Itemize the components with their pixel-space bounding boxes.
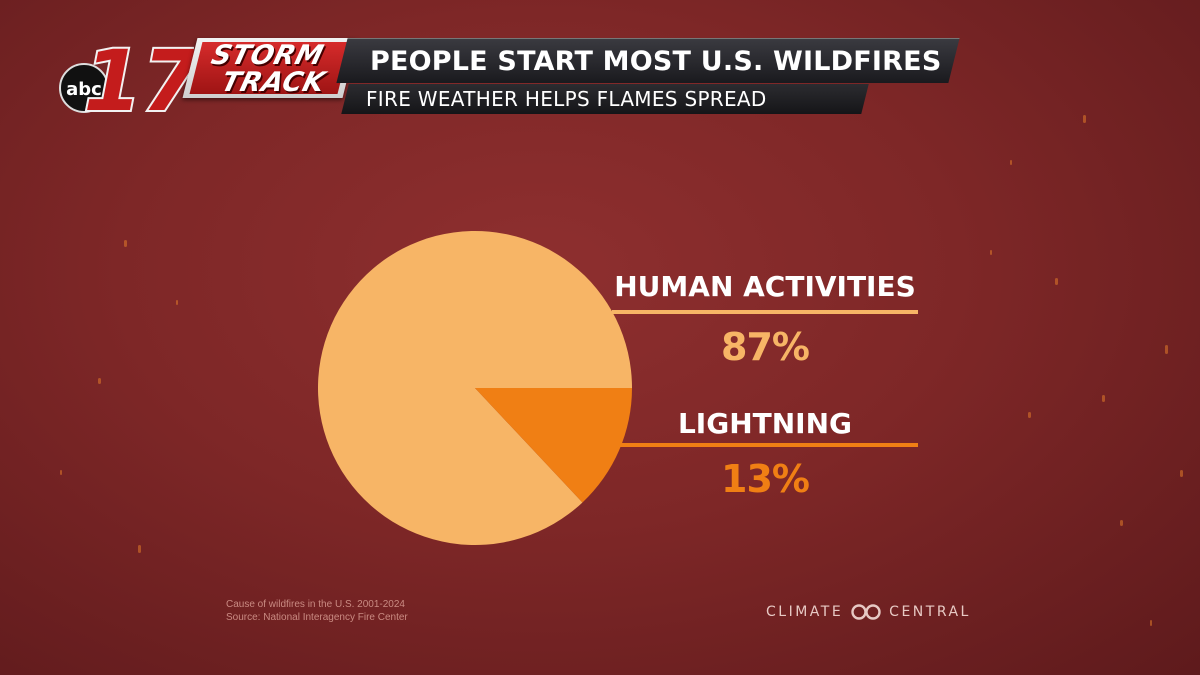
page-subtitle: FIRE WEATHER HELPS FLAMES SPREAD [366, 87, 767, 111]
svg-text:17: 17 [84, 32, 194, 120]
page-title: PEOPLE START MOST U.S. WILDFIRES [370, 46, 942, 77]
brand-line-2: TRACK [218, 67, 329, 98]
rule-lightning [612, 443, 918, 447]
pie-slice-human-activities [318, 230, 632, 545]
value-lightning: 13% [721, 457, 810, 501]
brand-line-1: STORM [208, 40, 327, 71]
pie-slice-lightning [475, 388, 632, 503]
source-note-line-2: Source: National Interagency Fire Center [226, 612, 408, 623]
rule-human-activities [612, 310, 918, 314]
pie-chart [318, 230, 632, 545]
source-note: Cause of wildfires in the U.S. 2001-2024… [226, 598, 408, 624]
label-human-activities: HUMAN ACTIVITIES [614, 270, 916, 303]
label-lightning: LIGHTNING [677, 407, 853, 440]
climate-central-logo-icon [851, 604, 881, 620]
credit-left: CLIMATE [766, 604, 844, 620]
climate-central-credit: CLIMATE CENTRAL [766, 601, 971, 623]
source-note-line-1: Cause of wildfires in the U.S. 2001-2024 [226, 599, 405, 610]
value-human-activities: 87% [721, 325, 810, 369]
credit-right: CENTRAL [889, 604, 971, 620]
svg-text:abc: abc [66, 79, 102, 100]
abc17-logo: abc 17 [59, 30, 194, 120]
